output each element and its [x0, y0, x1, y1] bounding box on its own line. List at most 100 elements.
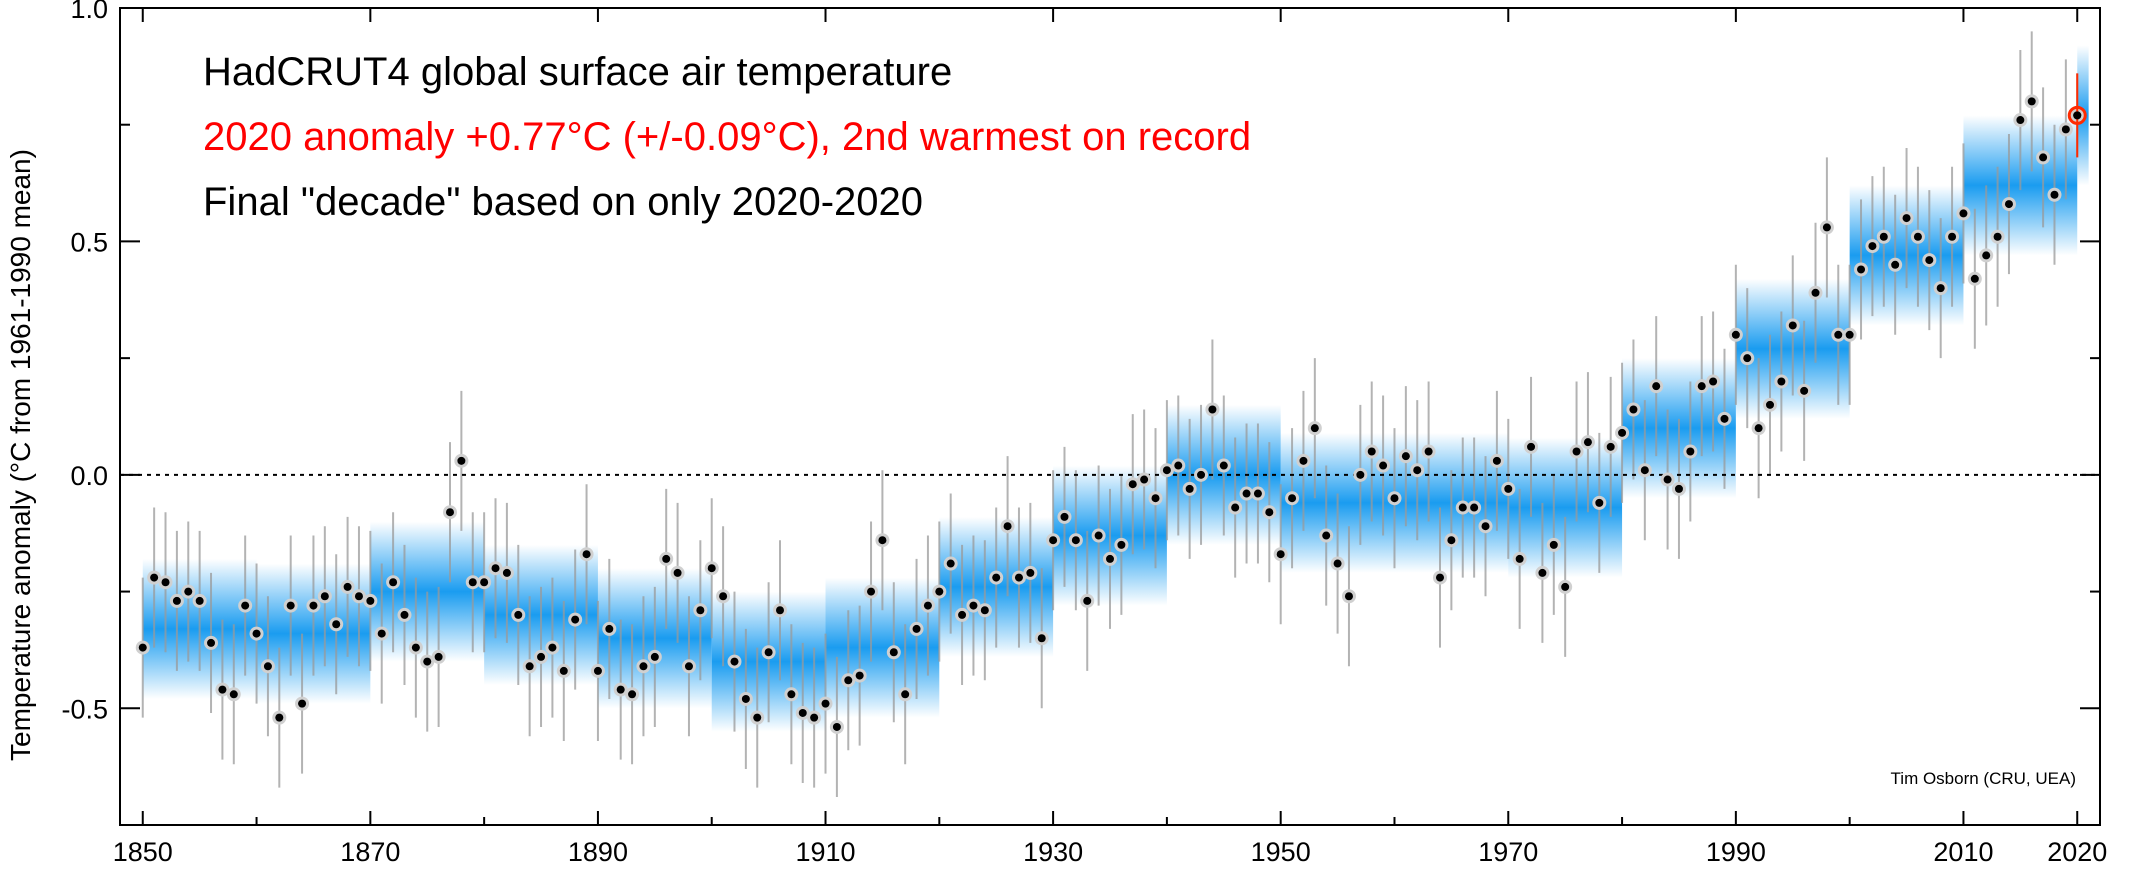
data-point [537, 652, 546, 661]
data-point [1436, 573, 1444, 582]
data-point [628, 690, 637, 699]
y-axis-label: Temperature anomaly (°C from 1961-1990 m… [5, 149, 36, 761]
data-point [1379, 461, 1388, 470]
data-point [1891, 260, 1900, 269]
data-point [673, 568, 682, 577]
data-point [1037, 634, 1046, 643]
data-point [1447, 536, 1456, 545]
highlight-point [2073, 111, 2082, 120]
data-point [798, 708, 807, 717]
data-point [263, 662, 272, 671]
data-point [1629, 405, 1638, 414]
data-point [753, 713, 762, 722]
data-point [1413, 466, 1422, 475]
x-tick-label: 1950 [1251, 837, 1311, 867]
data-point [662, 554, 671, 563]
data-point [1595, 498, 1604, 507]
data-point [491, 564, 500, 573]
x-tick-label: 2010 [1933, 837, 1993, 867]
highlight-2020 [2067, 73, 2087, 158]
data-point [923, 601, 932, 610]
data-point [1754, 424, 1763, 433]
data-point [309, 601, 318, 610]
data-point [1356, 470, 1365, 479]
data-point [1777, 377, 1786, 386]
credit-label: Tim Osborn (CRU, UEA) [1891, 769, 2076, 788]
data-point [1674, 484, 1683, 493]
data-point [1583, 438, 1592, 447]
data-point [343, 582, 352, 591]
chart-subtitle: 2020 anomaly +0.77°C (+/-0.09°C), 2nd wa… [203, 115, 1251, 159]
y-axis: -0.5 0.0 0.5 1.0 [61, 0, 2100, 724]
data-point [1504, 484, 1513, 493]
data-point [1618, 428, 1627, 437]
data-point [1162, 466, 1171, 475]
data-point [252, 629, 261, 638]
chart-title: HadCRUT4 global surface air temperature [203, 50, 952, 94]
data-point [1288, 494, 1297, 503]
data-point [502, 568, 511, 577]
x-tick-label: 1850 [113, 837, 173, 867]
data-point [1982, 251, 1991, 260]
data-point [298, 699, 307, 708]
data-point [1709, 377, 1718, 386]
data-point [1367, 447, 1376, 456]
data-point [605, 624, 614, 633]
x-tick-label: 1910 [795, 837, 855, 867]
data-point [514, 610, 523, 619]
data-point [1242, 489, 1251, 498]
data-point [1219, 461, 1228, 470]
data-point [707, 564, 716, 573]
data-points [135, 94, 2085, 734]
x-tick-label: 1970 [1478, 837, 1538, 867]
data-point [1549, 540, 1558, 549]
data-point [1652, 382, 1661, 391]
data-point [1834, 330, 1843, 339]
data-point [1390, 494, 1399, 503]
data-point [1106, 554, 1114, 563]
data-point [1686, 447, 1695, 456]
data-point [1117, 540, 1126, 549]
data-point [434, 652, 443, 661]
data-point [2016, 116, 2025, 125]
data-point [901, 690, 910, 699]
data-point [1094, 531, 1103, 540]
data-point [2004, 200, 2013, 209]
data-point [332, 620, 341, 629]
x-tick-label: 2020 [2047, 837, 2107, 867]
data-point [1265, 508, 1274, 517]
data-point [150, 573, 159, 582]
data-point [1401, 452, 1410, 461]
data-point [1697, 382, 1706, 391]
data-point [1310, 424, 1319, 433]
data-point [389, 578, 398, 587]
data-point [2061, 125, 2070, 134]
data-point [1458, 503, 1467, 512]
data-point [2027, 97, 2036, 106]
data-point [992, 573, 1001, 582]
data-point [1527, 442, 1536, 451]
data-point [684, 662, 693, 671]
data-point [1822, 223, 1831, 232]
data-point [457, 456, 466, 465]
data-point [2050, 190, 2059, 199]
data-point [1276, 550, 1285, 559]
data-point [593, 666, 602, 675]
data-point [548, 643, 557, 652]
data-point [1014, 573, 1023, 582]
data-point [1936, 284, 1945, 293]
data-point [821, 699, 830, 708]
data-point [411, 643, 420, 652]
data-point [696, 606, 705, 615]
data-point [969, 601, 978, 610]
data-point [571, 615, 580, 624]
data-point [423, 657, 432, 666]
data-point [832, 722, 841, 731]
data-point [1606, 442, 1615, 451]
data-point [730, 657, 739, 666]
data-point [138, 643, 147, 652]
data-point [1060, 512, 1069, 521]
data-point [980, 606, 989, 615]
data-point [229, 690, 238, 699]
data-point [867, 587, 876, 596]
